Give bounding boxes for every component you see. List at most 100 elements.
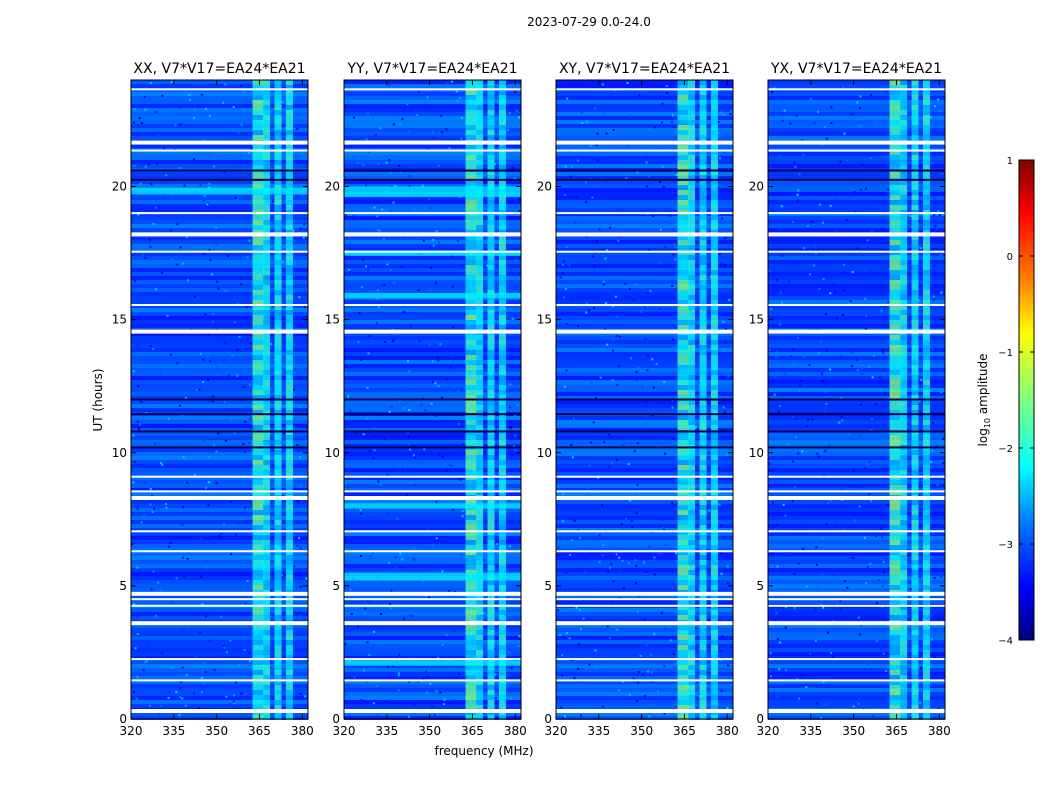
heatmap-row xyxy=(131,292,308,296)
rfi-channel-cell xyxy=(889,435,901,440)
rfi-channel-cell xyxy=(263,705,271,710)
rfi-channel-cell xyxy=(677,705,689,710)
rfi-channel-cell xyxy=(476,405,484,410)
heatmap-noise-pixel xyxy=(509,383,512,386)
rfi-channel-cell xyxy=(688,625,696,630)
heatmap-noise-pixel xyxy=(930,460,933,463)
heatmap-noise-pixel xyxy=(304,695,307,698)
heatmap-noise-pixel xyxy=(451,286,454,289)
rfi-channel-cell xyxy=(911,560,919,565)
heatmap-noise-pixel xyxy=(640,310,643,313)
rfi-channel-cell xyxy=(710,390,718,395)
heatmap-row xyxy=(344,164,521,168)
heatmap-noise-pixel xyxy=(457,390,460,393)
rfi-channel-cell xyxy=(688,265,696,270)
rfi-channel-cell xyxy=(252,105,264,110)
heatmap-noise-pixel xyxy=(167,417,170,420)
rfi-channel-cell xyxy=(911,565,919,570)
heatmap-noise-pixel xyxy=(186,557,189,560)
heatmap-noise-pixel xyxy=(366,268,369,271)
rfi-channel-cell xyxy=(285,365,293,370)
rfi-channel-cell xyxy=(922,415,930,420)
rfi-channel-cell xyxy=(900,220,908,225)
rfi-channel-cell xyxy=(487,385,495,390)
rfi-channel-cell xyxy=(688,490,696,495)
heatmap-row xyxy=(131,692,308,696)
heatmap-noise-pixel xyxy=(203,138,206,141)
heatmap-noise-pixel xyxy=(303,288,306,291)
heatmap-noise-pixel xyxy=(403,311,406,314)
heatmap-noise-pixel xyxy=(794,165,797,168)
rfi-channel-cell xyxy=(900,320,908,325)
heatmap-noise-pixel xyxy=(632,628,635,631)
y-tick-label: 15 xyxy=(112,313,127,327)
rfi-channel-cell xyxy=(476,470,484,475)
rfi-channel-cell xyxy=(900,125,908,130)
heatmap-noise-pixel xyxy=(234,681,237,684)
rfi-channel-cell xyxy=(465,195,477,200)
flagged-line xyxy=(131,591,308,596)
heatmap-noise-pixel xyxy=(564,165,567,168)
heatmap-noise-pixel xyxy=(215,243,218,246)
heatmap-noise-pixel xyxy=(433,136,436,139)
heatmap-noise-pixel xyxy=(203,252,206,255)
rfi-channel-cell xyxy=(911,630,919,635)
heatmap-noise-pixel xyxy=(303,223,306,226)
rfi-channel-cell xyxy=(900,695,908,700)
heatmap-noise-pixel xyxy=(176,263,179,266)
rfi-channel-cell xyxy=(710,435,718,440)
heatmap-noise-pixel xyxy=(222,645,225,648)
rfi-channel-cell xyxy=(487,145,495,150)
heatmap-row xyxy=(768,80,945,84)
heatmap-row xyxy=(556,160,733,164)
heatmap-noise-pixel xyxy=(281,312,284,315)
rfi-channel-cell xyxy=(911,155,919,160)
heatmap-noise-pixel xyxy=(707,451,710,454)
heatmap-row xyxy=(556,432,733,436)
heatmap-noise-pixel xyxy=(630,520,633,523)
heatmap-row xyxy=(131,556,308,560)
rfi-channel-cell xyxy=(677,635,689,640)
rfi-channel-cell xyxy=(252,560,264,565)
rfi-channel-cell xyxy=(252,530,264,535)
heatmap-row xyxy=(344,532,521,536)
heatmap-noise-pixel xyxy=(375,322,378,325)
flagged-line xyxy=(344,303,521,306)
rfi-channel-cell xyxy=(487,480,495,485)
rfi-channel-cell xyxy=(252,695,264,700)
rfi-channel-cell xyxy=(274,220,282,225)
rfi-channel-cell xyxy=(699,560,707,565)
rfi-channel-cell xyxy=(476,90,484,95)
heatmap-noise-pixel xyxy=(617,239,620,242)
rfi-channel-cell xyxy=(688,500,696,505)
heatmap-row xyxy=(131,156,308,160)
rfi-channel-cell xyxy=(285,685,293,690)
heatmap-noise-pixel xyxy=(841,313,844,316)
heatmap-noise-pixel xyxy=(357,340,360,343)
heatmap-noise-pixel xyxy=(866,463,869,466)
heatmap-noise-pixel xyxy=(637,366,640,369)
heatmap-noise-pixel xyxy=(650,704,653,707)
rfi-channel-cell xyxy=(922,225,930,230)
heatmap-noise-pixel xyxy=(418,90,421,93)
rfi-channel-cell xyxy=(487,630,495,635)
heatmap-noise-pixel xyxy=(931,653,934,656)
heatmap-noise-pixel xyxy=(886,504,889,507)
heatmap-noise-pixel xyxy=(721,635,724,638)
heatmap-row xyxy=(131,180,308,184)
heatmap-row xyxy=(131,396,308,400)
rfi-channel-cell xyxy=(699,605,707,610)
heatmap-row xyxy=(131,476,308,480)
heatmap-noise-pixel xyxy=(602,111,605,114)
rfi-channel-cell xyxy=(688,350,696,355)
rfi-channel-cell xyxy=(911,715,919,720)
heatmap-noise-pixel xyxy=(397,689,400,692)
rfi-channel-cell xyxy=(677,630,689,635)
heatmap-noise-pixel xyxy=(636,610,639,613)
heatmap-noise-pixel xyxy=(832,619,835,622)
rfi-channel-cell xyxy=(476,240,484,245)
x-tick-label: 365 xyxy=(885,724,908,738)
x-tick-label: 350 xyxy=(842,724,865,738)
heatmap-row xyxy=(131,96,308,100)
rfi-channel-cell xyxy=(710,405,718,410)
